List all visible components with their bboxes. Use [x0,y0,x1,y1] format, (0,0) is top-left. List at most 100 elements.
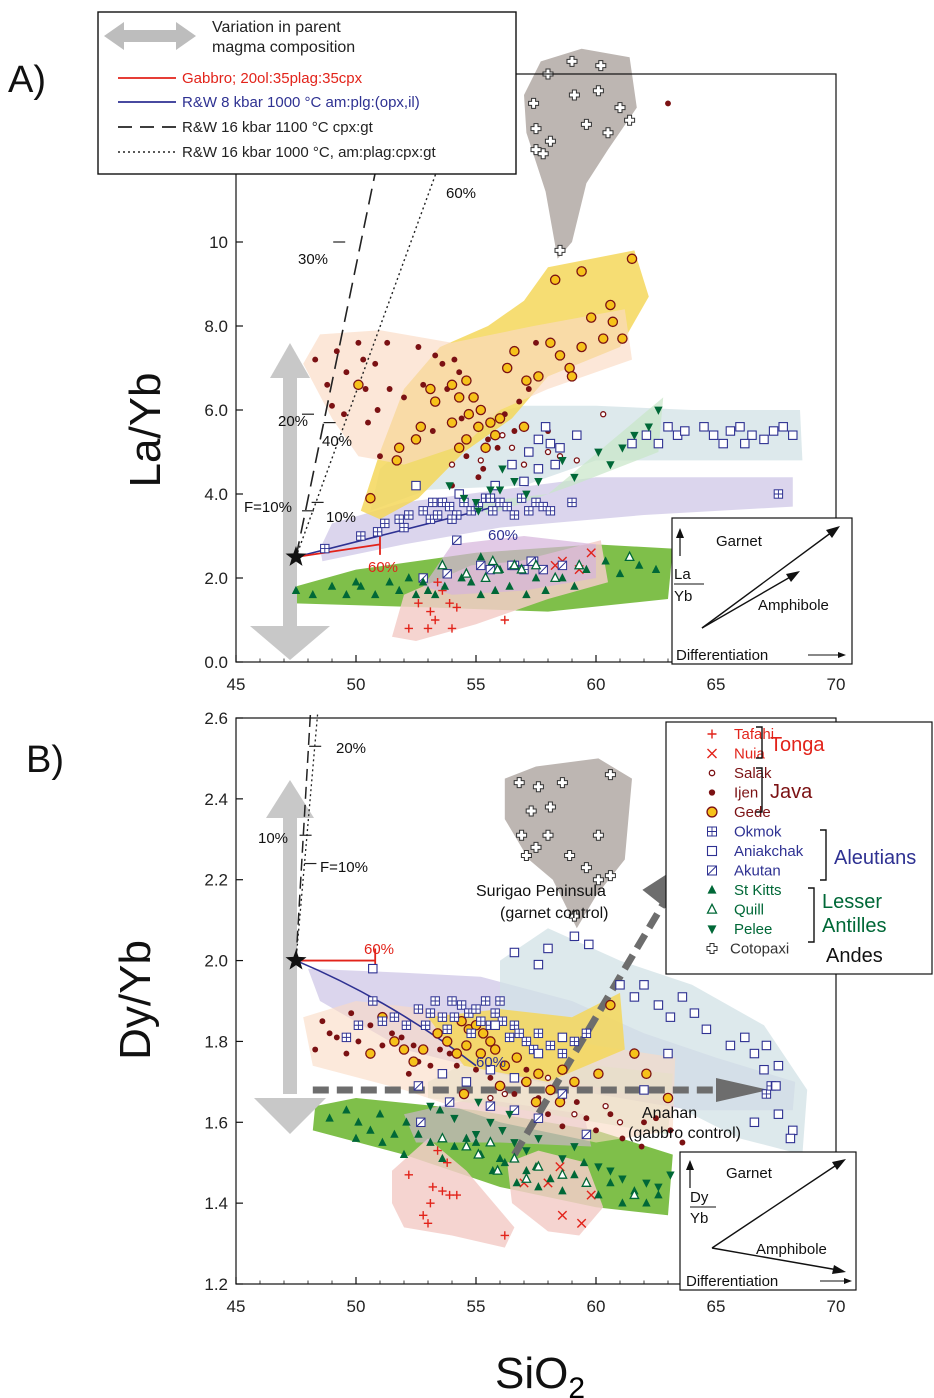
legend-label: Akutan [734,863,781,880]
y-tick-label: 0.0 [204,653,228,672]
data-point [604,769,616,781]
data-point [426,1102,435,1111]
data-point [379,1042,386,1049]
data-point [522,490,531,499]
y-tick-label: 2.2 [204,871,228,890]
data-point [618,444,627,453]
data-point [423,585,433,594]
data-point [399,522,409,533]
data-point [509,510,520,520]
data-point [530,1096,542,1108]
legend-label: Okmok [734,824,782,841]
data-point [509,1152,520,1163]
data-point [521,1172,532,1183]
data-point [341,411,347,418]
data-point [533,371,544,382]
model-label-a-10: 10% [326,509,356,526]
data-point [544,801,556,813]
series-okmok [341,996,776,1099]
data-point [559,1123,566,1130]
series-gede [353,253,638,504]
legend-label: Gede [734,804,771,821]
annotation-surigao-2: (garnet control) [500,905,609,922]
rw16-amph-path [295,713,319,961]
data-point [747,430,757,440]
panel-a-ylabel: La/Yb [121,373,170,488]
data-point [485,436,491,443]
data-point [508,444,516,451]
data-point [512,1178,521,1187]
inset-a-ratio-bottom: Yb [674,588,692,605]
data-point [451,1048,463,1059]
x-tick-label: 50 [347,675,366,694]
data-point [558,457,567,466]
data-point [546,1174,555,1183]
data-point [466,1028,476,1039]
data-point [452,1190,461,1200]
data-point [500,1231,509,1240]
data-point [486,1118,495,1128]
data-point [569,1076,580,1088]
data-point [445,1190,454,1200]
series-cotopaxi [528,55,636,256]
data-point [463,453,470,460]
data-point [365,492,376,504]
data-point [476,560,486,571]
legend-item-quill: Quill [706,902,764,919]
data-point [425,383,436,395]
rw16-amph-path [295,161,441,558]
series-quill [437,550,635,583]
data-point [773,1060,784,1071]
data-point [415,344,422,350]
data-point [531,573,541,582]
data-point [380,518,390,529]
data-point [594,1163,603,1172]
data-point [495,1153,505,1163]
data-point [541,585,550,594]
data-point [573,457,580,464]
series-tafahi [404,1146,509,1240]
data-point [725,1040,736,1051]
data-point [586,548,596,558]
data-point [365,419,371,426]
data-point [604,870,616,882]
x-tick-label: 65 [707,1297,726,1316]
legend-item-cotopaxi: Cotopaxi [706,941,789,958]
data-point [458,1088,470,1100]
inset-b-ratio-top: Dy [690,1189,709,1206]
data-point [414,1129,423,1138]
data-point [411,589,421,599]
model-label-a-30: 30% [298,251,328,268]
data-point [583,1115,590,1122]
data-point [441,1036,453,1047]
data-point [616,1119,624,1126]
data-point [543,943,553,954]
data-point [533,464,544,474]
data-point [453,442,465,454]
legend-marker [708,789,716,796]
data-point [505,1110,514,1120]
data-point [557,1168,568,1179]
data-point [573,1099,580,1106]
data-point [522,589,531,599]
data-point [413,1004,424,1014]
data-point [440,581,449,590]
data-point [499,1060,511,1071]
data-point [494,413,506,424]
data-point [355,339,362,346]
data-point [404,573,413,582]
model-label-a-red60: 60% [368,559,398,576]
data-point [368,996,378,1006]
data-point [614,102,626,114]
data-point [545,1111,551,1118]
data-point [606,461,615,470]
panel-b-frame [235,717,837,1285]
inset-b-differentiation: Differentiation [686,1273,778,1290]
data-point [504,1032,515,1043]
panel-a-inset: La Yb Garnet Amphibole Differentiation [671,517,853,665]
data-point [423,624,433,633]
data-point [360,356,367,363]
panel-b-label: B) [26,739,64,781]
data-point [405,1070,412,1077]
